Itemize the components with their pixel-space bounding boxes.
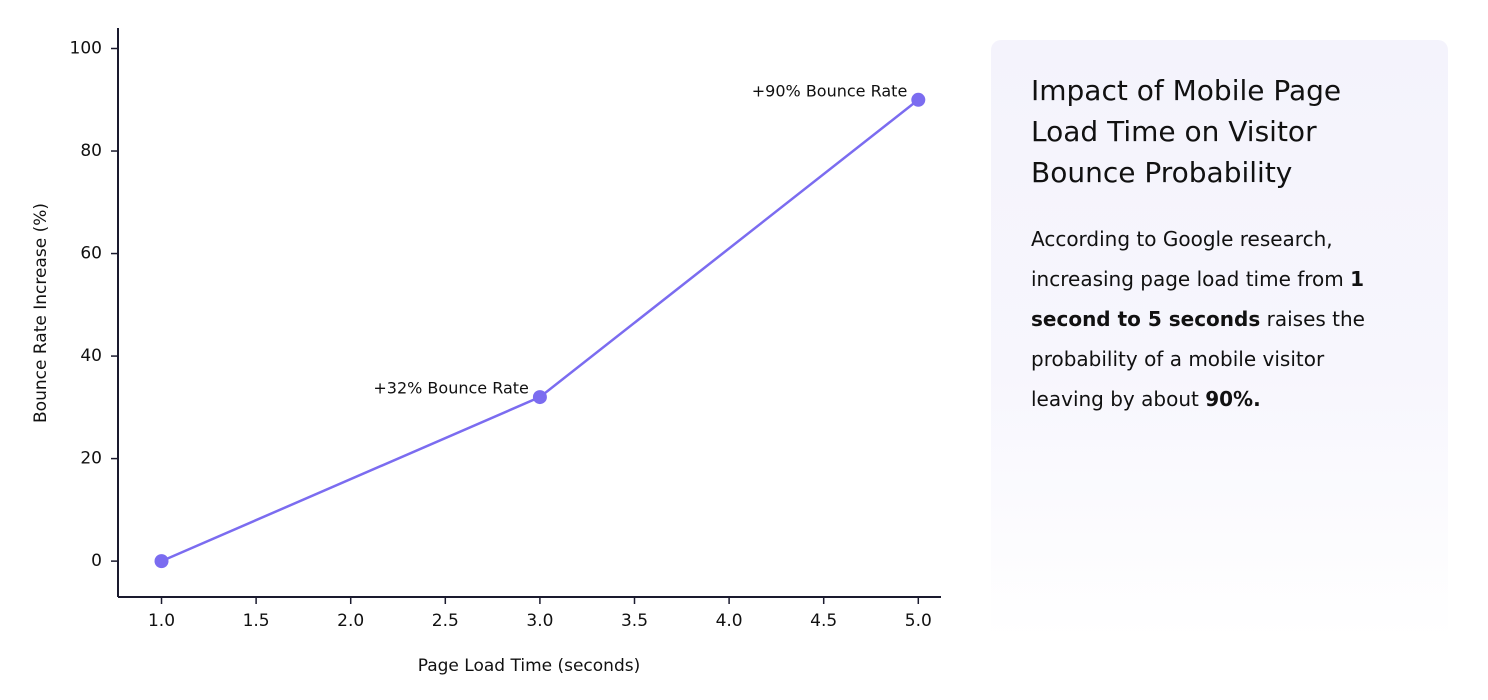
x-tick-label: 1.5 bbox=[243, 611, 270, 631]
point bbox=[911, 92, 926, 107]
data-label: +32% Bounce Rate bbox=[373, 379, 529, 398]
chart: Page Load Time (seconds) Bounce Rate Inc… bbox=[31, 28, 941, 676]
x-tick-label: 4.5 bbox=[810, 611, 837, 631]
y-tick-label: 100 bbox=[70, 39, 102, 59]
info-panel: Impact of Mobile Page Load Time on Visit… bbox=[991, 40, 1448, 640]
data-label: +90% Bounce Rate bbox=[752, 81, 908, 100]
y-tick-label: 60 bbox=[80, 244, 102, 264]
x-axis-label: Page Load Time (seconds) bbox=[418, 656, 641, 676]
y-tick-label: 80 bbox=[80, 141, 102, 161]
point bbox=[154, 554, 169, 569]
x-tick-label: 2.0 bbox=[337, 611, 364, 631]
x-tick-label: 4.0 bbox=[716, 611, 743, 631]
body-text: 1 second to 5 seconds bbox=[1031, 267, 1365, 331]
x-tick-label: 1.0 bbox=[148, 611, 175, 631]
y-tick-label: 20 bbox=[80, 449, 102, 469]
x-tick-label: 2.5 bbox=[432, 611, 459, 631]
body-text: 90%. bbox=[1205, 387, 1261, 411]
body-text: raises the probability of a mobile visit… bbox=[1031, 307, 1365, 411]
body-text: According to Google research, increasing… bbox=[1031, 227, 1351, 291]
line bbox=[161, 98, 920, 563]
x-tick-label: 3.0 bbox=[526, 611, 553, 631]
x-tick-label: 5.0 bbox=[905, 611, 932, 631]
y-tick-label: 40 bbox=[80, 346, 102, 366]
y-axis-label: Bounce Rate Increase (%) bbox=[31, 203, 51, 423]
panel-title: Impact of Mobile Page Load Time on Visit… bbox=[1031, 74, 1342, 189]
y-tick-label: 0 bbox=[91, 551, 102, 571]
point bbox=[532, 390, 547, 405]
panel-body: According to Google research, increasing… bbox=[1031, 219, 1401, 419]
x-tick-label: 3.5 bbox=[621, 611, 648, 631]
